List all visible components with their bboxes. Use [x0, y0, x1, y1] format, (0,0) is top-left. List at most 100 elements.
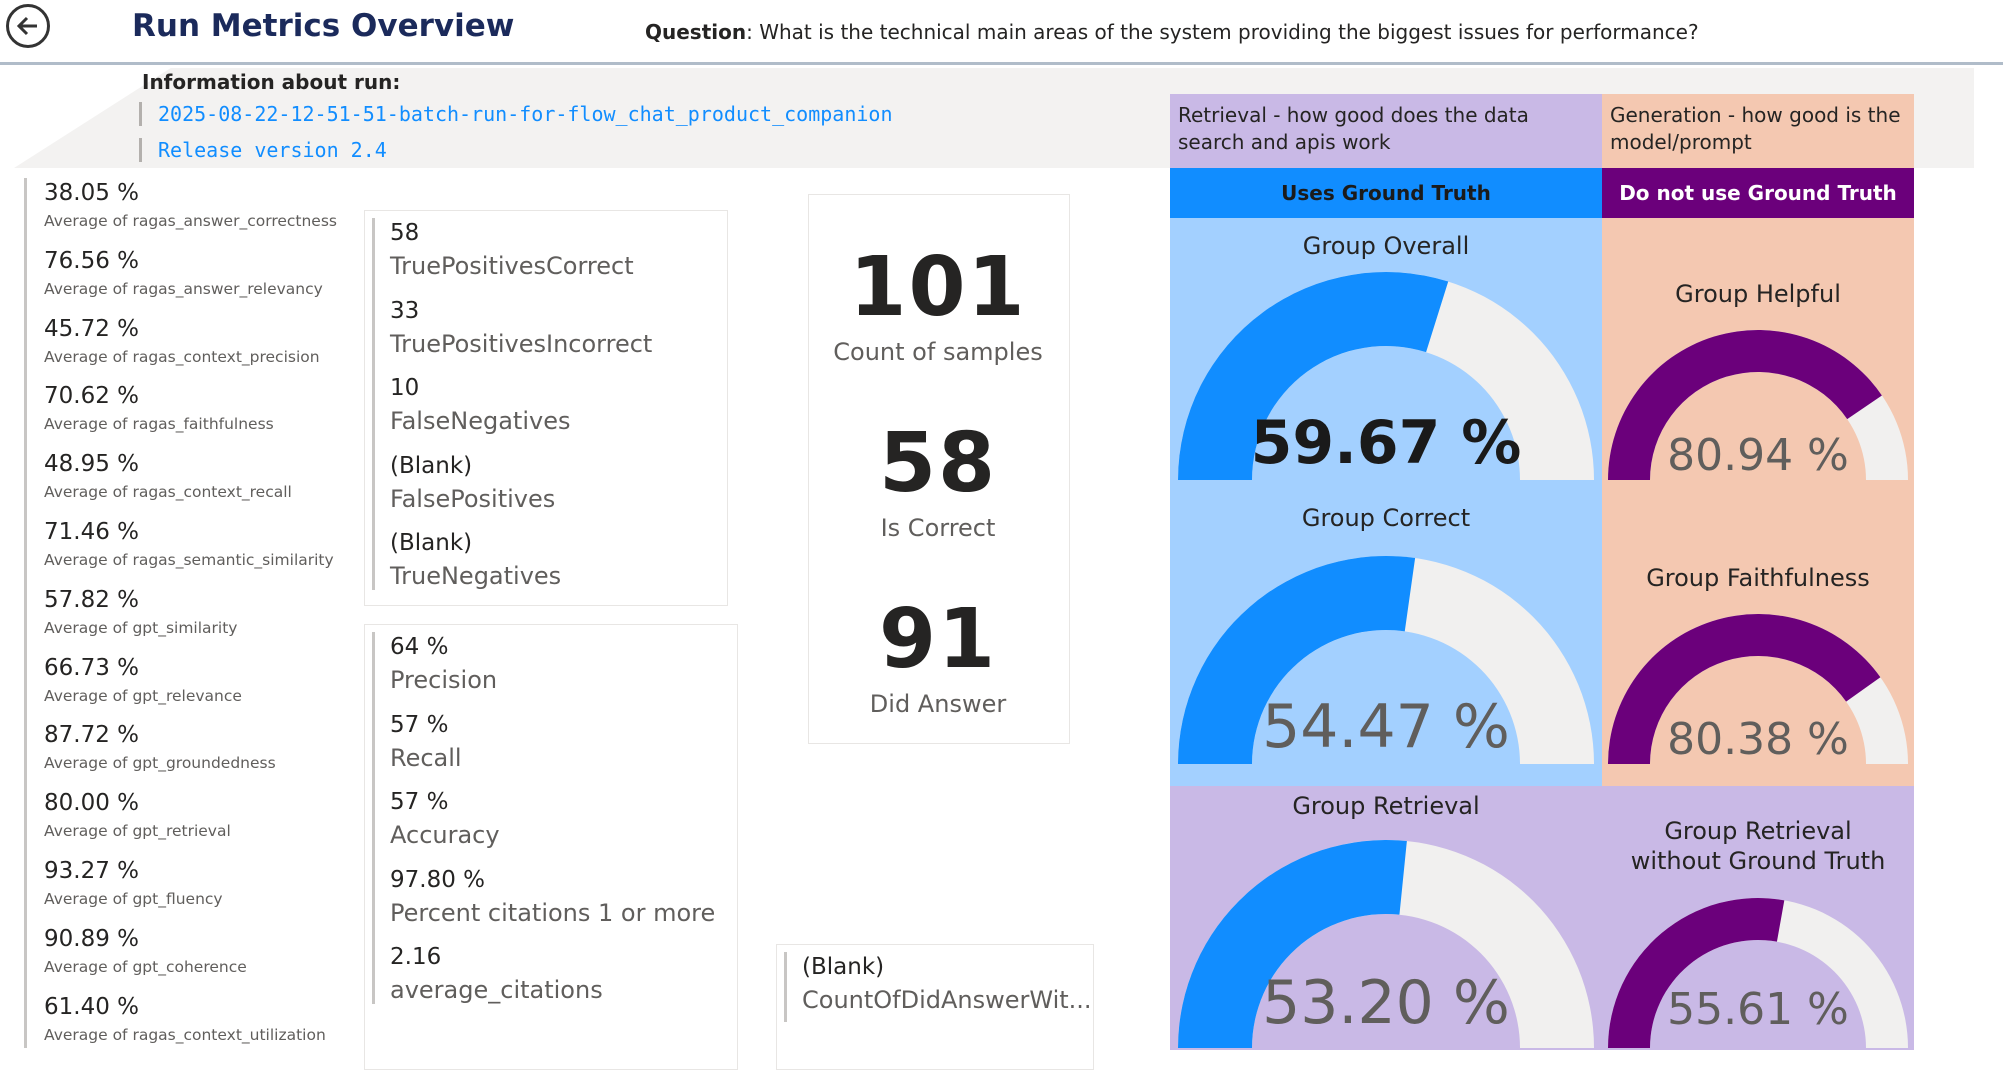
generation-header: Generation - how good is the model/promp…	[1610, 103, 1901, 154]
gauge-chart	[1608, 330, 1908, 480]
metric-value: 48.95 %	[44, 451, 140, 478]
gauge-title: Group Retrieval	[1292, 792, 1480, 820]
gauge-value: 80.38 %	[1667, 714, 1849, 765]
metric-value: 45.72 %	[44, 315, 140, 342]
metric-label: Average of ragas_semantic_similarity	[44, 551, 334, 569]
gauge-fill	[1608, 898, 1785, 1048]
retrieval-header: Retrieval - how good does the data searc…	[1178, 103, 1529, 154]
metric-label: Average of ragas_context_recall	[44, 483, 292, 502]
gauge-chart	[1178, 556, 1594, 764]
release-version: Release version 2.4	[139, 138, 387, 162]
metric-label: Average of ragas_answer_relevancy	[44, 279, 323, 298]
metric-label: Average of gpt_groundedness	[44, 754, 276, 773]
blank-card	[776, 944, 1094, 1070]
rate-label: Percent citations 1 or more	[390, 898, 716, 927]
retrieval-header-bg	[1170, 94, 1602, 168]
gauge-value: 53.20 %	[1262, 968, 1510, 1038]
gauge-chart	[1608, 614, 1908, 764]
metric-label: Average of gpt_similarity	[44, 618, 238, 637]
metric-value: 57.82 %	[44, 586, 140, 613]
metric-label: Average of gpt_retrieval	[44, 822, 231, 841]
gauge-fill	[1178, 271, 1449, 480]
confusion-card	[364, 210, 728, 606]
metric-label: Average of ragas_context_utilization	[44, 1025, 326, 1044]
gauge-title: Group Faithfulness	[1646, 564, 1870, 592]
metric-label: Average of ragas_faithfulness	[44, 415, 274, 434]
no-ground-truth-bar: Do not use Ground Truth	[1602, 168, 1914, 218]
counts-card	[808, 194, 1070, 744]
uses-ground-truth-bar: Uses Ground Truth	[1170, 168, 1602, 218]
gauge-value: 59.67 %	[1250, 408, 1522, 478]
rate-label: Precision	[390, 666, 498, 694]
rate-label: Recall	[390, 743, 462, 772]
count-label: Is Correct	[880, 514, 996, 542]
metric-value: 61.40 %	[44, 993, 140, 1020]
left-metrics-accent	[24, 178, 27, 1048]
rate-value: 64 %	[390, 634, 449, 660]
gauge-fill	[1608, 614, 1881, 764]
confusion-label: FalseNegatives	[390, 407, 571, 435]
confusion-label: TruePositivesCorrect	[390, 252, 634, 280]
rate-value: 2.16	[390, 944, 442, 970]
gauge-chart	[1178, 271, 1594, 480]
info-title: Information about run:	[142, 70, 401, 94]
metric-label: Average of gpt_relevance	[44, 686, 242, 705]
gauge-title: Group Overall	[1302, 232, 1470, 260]
page-title: Run Metrics Overview	[132, 8, 515, 44]
header-divider	[0, 62, 2003, 65]
blank-card-label: CountOfDidAnswerWit...	[802, 986, 1092, 1014]
confusion-label: TruePositivesIncorrect	[390, 329, 653, 358]
back-arrow-circle-icon	[16, 16, 37, 36]
count-value: 101	[849, 240, 1027, 335]
question-label: Question	[645, 20, 747, 44]
count-value: 58	[878, 416, 998, 511]
confusion-value: 58	[390, 220, 420, 246]
rates-accent	[372, 632, 375, 1004]
back-button[interactable]	[6, 4, 50, 48]
gauge-chart	[1608, 898, 1908, 1048]
rate-label: average_citations	[390, 976, 603, 1004]
rate-value: 57 %	[390, 789, 449, 815]
metric-value: 71.46 %	[44, 519, 140, 545]
blank-card-value: (Blank)	[802, 954, 885, 980]
metric-value: 80.00 %	[44, 790, 140, 817]
generation-header-bg	[1602, 94, 1914, 168]
confusion-accent	[372, 218, 375, 590]
metric-label: Average of gpt_fluency	[44, 890, 223, 908]
rates-card	[364, 624, 738, 1070]
gauge-title: Group Helpful	[1675, 280, 1841, 308]
gauge-value: 80.94 %	[1667, 430, 1849, 481]
left-metrics-panel	[14, 172, 340, 1072]
metric-value: 76.56 %	[44, 247, 140, 274]
confusion-value: (Blank)	[390, 452, 473, 479]
confusion-label: FalsePositives	[390, 484, 556, 513]
metric-label: Average of gpt_coherence	[44, 957, 247, 976]
metric-label: Average of ragas_context_precision	[44, 347, 320, 366]
gauge-title: Group Retrieval without Ground Truth	[1630, 817, 1886, 875]
gauge-fill	[1178, 840, 1407, 1048]
blank-accent	[784, 952, 787, 1022]
gauge-fill	[1178, 556, 1416, 764]
count-label: Count of samples	[833, 338, 1043, 366]
gauge-chart	[1178, 840, 1594, 1048]
metric-value: 38.05 %	[44, 180, 140, 206]
count-label: Did Answer	[869, 690, 1007, 718]
metric-value: 93.27 %	[44, 858, 140, 884]
gauge-fill	[1608, 330, 1882, 480]
confusion-value: 33	[390, 297, 420, 324]
rate-label: Accuracy	[390, 821, 500, 849]
confusion-value: 10	[390, 375, 420, 401]
metric-value: 90.89 %	[44, 925, 140, 952]
gauge-value: 54.47 %	[1262, 692, 1510, 762]
confusion-label: TrueNegatives	[390, 562, 562, 590]
metric-value: 66.73 %	[44, 654, 140, 681]
count-value: 91	[878, 592, 998, 687]
rate-value: 97.80 %	[390, 866, 486, 893]
question-body: : What is the technical main areas of th…	[746, 20, 1699, 44]
rate-value: 57 %	[390, 711, 449, 738]
gauge-value: 55.61 %	[1667, 984, 1849, 1035]
gauge-title: Group Correct	[1301, 504, 1471, 532]
metric-label: Average of ragas_answer_correctness	[44, 212, 337, 230]
confusion-value: (Blank)	[390, 530, 473, 556]
metric-value: 87.72 %	[44, 722, 140, 749]
